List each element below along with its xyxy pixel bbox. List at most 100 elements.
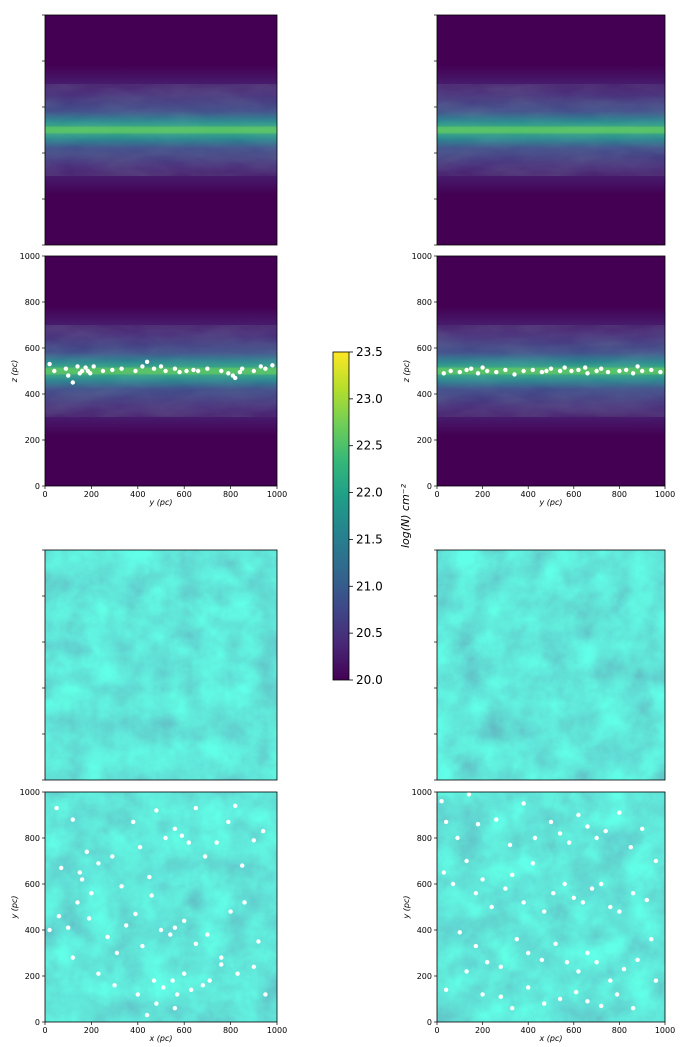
cluster-point: [585, 371, 590, 376]
cluster-point: [585, 999, 590, 1004]
cluster-point: [569, 368, 574, 374]
cluster-point: [154, 1001, 159, 1006]
cluster-point: [205, 366, 210, 371]
cluster-point: [182, 918, 187, 923]
cluster-point: [494, 817, 499, 822]
cluster-point: [131, 819, 136, 825]
cluster-point: [193, 941, 198, 946]
cluster-point: [480, 877, 485, 882]
cluster-point: [172, 366, 178, 371]
cluster-point: [79, 877, 85, 882]
panel-frame: [436, 255, 666, 487]
cluster-point: [630, 371, 636, 376]
cluster-point: [56, 914, 62, 919]
density-map: [45, 550, 277, 780]
panel-frame: [44, 255, 278, 487]
cluster-point: [59, 865, 64, 871]
x-tick-label: 0: [42, 1026, 47, 1035]
cluster-point: [219, 368, 224, 374]
cluster-point: [186, 840, 191, 845]
cluster-point: [603, 828, 608, 834]
cluster-point: [182, 971, 187, 976]
cluster-point: [567, 840, 572, 845]
cluster-point: [644, 897, 649, 903]
cluster-point: [240, 863, 245, 868]
cluster-point: [585, 824, 590, 829]
cluster-point: [589, 886, 595, 891]
cluster-point: [140, 943, 145, 949]
x-tick-label: 800: [612, 1026, 627, 1035]
cluster-point: [653, 858, 659, 864]
panel-1: [42, 14, 278, 246]
cluster-point: [443, 987, 449, 992]
cluster-point: [466, 792, 472, 797]
panel-5: [42, 549, 278, 781]
panel-2: [434, 14, 666, 246]
cluster-point: [489, 904, 494, 910]
cluster-point: [177, 369, 182, 375]
colorbar-tick-label: 21.5: [356, 532, 383, 546]
x-tick-label: 400: [130, 1026, 145, 1035]
cluster-point: [640, 826, 645, 831]
cluster-point: [193, 805, 198, 811]
cluster-point: [599, 881, 604, 887]
y-axis-label: z (pc): [10, 360, 19, 383]
cluster-point: [251, 838, 256, 843]
cluster-point: [242, 900, 247, 905]
cluster-point: [635, 364, 640, 369]
y-tick-label: 800: [25, 298, 40, 307]
panel-frame: [436, 14, 666, 246]
y-tick-label: 0: [35, 1018, 40, 1027]
cluster-point: [179, 833, 185, 838]
cluster-point: [237, 369, 243, 375]
cluster-point: [140, 364, 145, 369]
x-tick-label: 600: [566, 1026, 581, 1035]
x-tick-label: 0: [434, 1026, 439, 1035]
cluster-point: [189, 987, 194, 992]
cluster-point: [530, 367, 535, 373]
density-map: [437, 792, 665, 1022]
cluster-point: [576, 969, 581, 974]
y-tick-label: 0: [35, 482, 40, 491]
cluster-point: [184, 368, 189, 374]
cluster-point: [571, 895, 576, 900]
colorbar-label: log(N) cm⁻²: [399, 483, 412, 548]
cluster-point: [521, 801, 526, 806]
cluster-point: [521, 900, 526, 905]
x-axis-label: y (pc): [539, 498, 563, 507]
cluster-point: [464, 969, 469, 974]
cluster-point: [585, 950, 590, 956]
cluster-point: [256, 939, 261, 944]
cluster-point: [594, 835, 599, 841]
cluster-point: [439, 799, 444, 804]
cluster-point: [532, 835, 538, 841]
cluster-point: [608, 904, 613, 910]
cluster-point: [235, 971, 240, 976]
cluster-point: [263, 992, 268, 997]
cluster-point: [573, 989, 579, 995]
cluster-point: [151, 978, 157, 983]
cluster-point: [151, 366, 157, 371]
panel-frame: [44, 549, 278, 781]
y-tick-label: 1000: [20, 252, 40, 261]
cluster-point: [233, 375, 238, 381]
x-tick-label: 200: [475, 1026, 490, 1035]
cluster-point: [172, 925, 178, 930]
midplane-band: [437, 367, 665, 375]
cluster-point: [526, 985, 531, 990]
cluster-point: [551, 891, 556, 896]
cluster-point: [66, 373, 71, 378]
y-tick-label: 200: [417, 436, 432, 445]
cluster-point: [562, 365, 567, 370]
cluster-point: [580, 900, 586, 905]
cluster-point: [469, 366, 474, 371]
cluster-point: [464, 858, 469, 864]
cluster-point: [485, 368, 490, 374]
cluster-point: [548, 366, 554, 371]
cluster-point: [260, 828, 266, 834]
colorbar-gradient: [332, 351, 350, 681]
y-tick-label: 1000: [412, 788, 432, 797]
cluster-point: [110, 367, 115, 373]
cluster-point: [219, 955, 224, 960]
cluster-point: [498, 964, 503, 969]
